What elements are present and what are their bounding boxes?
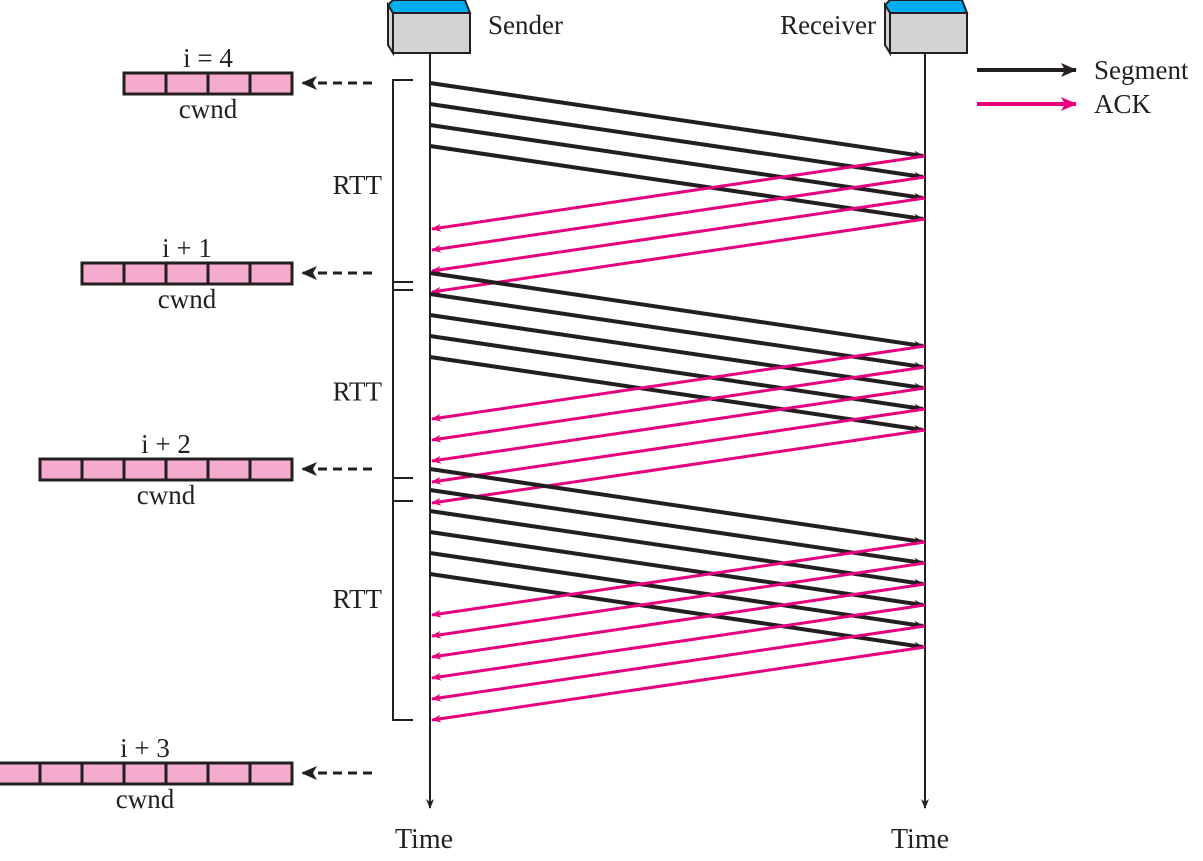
segment-arrow [429, 551, 924, 629]
segment-arrow [429, 530, 924, 608]
sender-host-icon [386, 0, 472, 57]
segment-arrow [429, 81, 924, 159]
segment-arrow [429, 292, 924, 370]
cwnd-slot [122, 457, 168, 482]
ack-arrow [431, 217, 926, 295]
segment-arrow [429, 102, 924, 180]
ack-arrow [431, 386, 926, 464]
segment-arrow [429, 355, 924, 433]
cwnd-slot [0, 761, 42, 786]
cwnd-slot [122, 71, 168, 96]
segment-arrow [429, 334, 924, 412]
receiver-host-icon [883, 0, 969, 57]
window-label: i + 1 [162, 233, 212, 263]
cwnd-label: cwnd [158, 284, 217, 314]
sender-label: Sender [488, 10, 563, 40]
cwnd-slot [206, 71, 252, 96]
ack-arrow [431, 428, 926, 506]
segment-arrow [429, 509, 924, 587]
receiver-time-label: Time [891, 824, 949, 855]
cwnd-slot [248, 761, 294, 786]
segment-arrow [429, 488, 924, 566]
cwnd-slot [80, 457, 126, 482]
ack-arrow [431, 365, 926, 443]
ack-arrow [431, 196, 926, 274]
cwnd-slot [164, 761, 210, 786]
ack-arrow [431, 624, 926, 702]
rtt-label: RTT [333, 170, 383, 200]
cwnd-slot [164, 457, 210, 482]
cwnd-window-2: i + 1 cwnd [80, 233, 372, 314]
ack-arrow [431, 645, 926, 723]
ack-arrow [431, 603, 926, 681]
ack-arrow [431, 175, 926, 253]
cwnd-slot [206, 261, 252, 286]
ack-arrow [431, 561, 926, 639]
round-1: RTT [333, 79, 926, 295]
cwnd-slot [164, 71, 210, 96]
rtt-bracket [392, 281, 413, 502]
cwnd-slot [122, 761, 168, 786]
cwnd-label: cwnd [137, 480, 196, 510]
rtt-bracket [392, 477, 413, 721]
ack-arrow [431, 407, 926, 485]
legend-segment-label: Segment [1094, 55, 1189, 85]
cwnd-window-3: i + 2 cwnd [38, 429, 372, 510]
legend-ack-label: ACK [1094, 89, 1152, 119]
cwnd-slot [80, 261, 126, 286]
sender-time-label: Time [395, 824, 453, 855]
rtt-bracket [392, 79, 413, 291]
segment-arrow [429, 144, 924, 222]
segment-arrow [429, 271, 924, 349]
cwnd-slot [248, 71, 294, 96]
receiver-label: Receiver [780, 10, 876, 40]
ack-arrow [431, 582, 926, 660]
round-2: RTT [333, 271, 926, 506]
round-3: RTT [333, 467, 926, 723]
cwnd-window-1: i = 4 cwnd [122, 43, 372, 124]
window-label: i = 4 [183, 43, 233, 73]
ack-arrow [431, 154, 926, 232]
cwnd-slot [80, 761, 126, 786]
cwnd-slot [38, 761, 84, 786]
rtt-label: RTT [333, 377, 383, 407]
cwnd-slot [206, 761, 252, 786]
segment-arrow [429, 123, 924, 201]
ack-arrow [431, 344, 926, 422]
segment-arrow [429, 572, 924, 650]
segment-arrow [429, 467, 924, 545]
segment-arrow [429, 313, 924, 391]
cwnd-slot [248, 261, 294, 286]
cwnd-label: cwnd [179, 94, 238, 124]
rtt-label: RTT [333, 584, 383, 614]
cwnd-window-final: i + 3 cwnd [0, 733, 372, 814]
ack-arrow [431, 540, 926, 618]
cwnd-slot [122, 261, 168, 286]
legend: Segment ACK [977, 55, 1189, 119]
cwnd-slot [248, 457, 294, 482]
window-label: i + 3 [120, 733, 170, 763]
cwnd-slot [164, 261, 210, 286]
cwnd-slot [206, 457, 252, 482]
window-label: i + 2 [141, 429, 191, 459]
cwnd-slot [38, 457, 84, 482]
cwnd-label: cwnd [116, 784, 175, 814]
